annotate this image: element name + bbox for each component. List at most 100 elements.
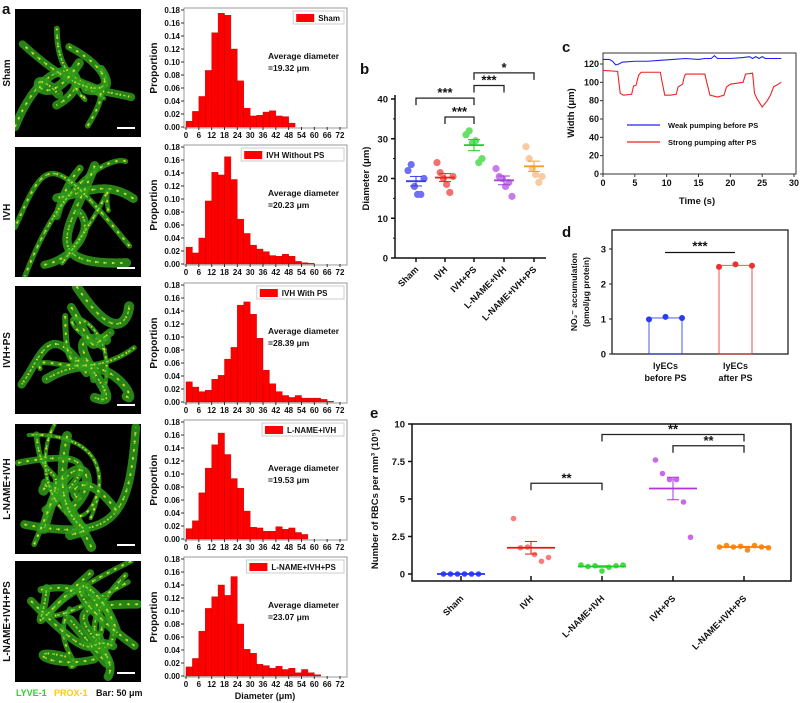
data-point	[433, 159, 441, 167]
average-diameter-value: =20.23 μm	[268, 200, 310, 210]
y-tick-label: 0.08	[164, 483, 180, 492]
histogram-bar	[269, 668, 277, 677]
panel-letter-b: b	[360, 61, 369, 78]
x-tick-label: 12	[207, 543, 216, 552]
histogram-bar	[217, 584, 225, 677]
x-tick-label: 66	[323, 131, 332, 140]
x-tick-label: 48	[284, 406, 293, 415]
x-tick-label: 12	[207, 406, 216, 415]
x-category-label: Sham	[441, 593, 465, 617]
average-diameter-label: Average diameter	[268, 51, 340, 61]
histogram-bar	[192, 386, 200, 403]
histogram-bar	[198, 492, 206, 540]
x-tick-label: 30	[789, 178, 799, 188]
x-tick-label: 54	[297, 543, 306, 552]
histogram-bar	[243, 107, 251, 128]
vessel-highlight	[42, 483, 92, 548]
histogram-bar	[282, 395, 289, 403]
histogram-bar	[320, 399, 328, 403]
microscopy-image	[15, 147, 141, 277]
significance-bracket	[601, 433, 745, 442]
y-tick-label: 80	[589, 96, 599, 106]
image-background	[15, 286, 141, 414]
panel-d-no2-plot: 0 1 2 3 NO₂⁻ accumulation (pmol/μg protein) ly…	[569, 229, 789, 383]
histogram-bar	[211, 32, 219, 128]
histogram-bar	[301, 534, 309, 540]
series-line	[603, 55, 782, 66]
x-category-label: L-NAME+IVH+PS	[480, 264, 538, 322]
histogram-bar	[269, 255, 277, 265]
x-tick-label: 60	[310, 268, 319, 277]
histogram-bar	[256, 248, 264, 265]
panel-letter-a: a	[2, 1, 11, 18]
data-point	[652, 457, 659, 463]
x-tick-label: 48	[284, 680, 293, 689]
x-tick-label: 0	[184, 680, 189, 689]
significance-stars: **	[561, 470, 572, 485]
data-point	[673, 476, 680, 483]
x-tick-label: 48	[284, 268, 293, 277]
y-tick-label: 0.14	[164, 444, 180, 453]
histogram-bar	[249, 314, 257, 403]
average-diameter-label: Average diameter	[268, 188, 340, 198]
y-tick-label: 0.06	[164, 496, 180, 505]
vessel-highlight	[30, 600, 114, 648]
x-category-label: IVH	[518, 593, 536, 611]
histogram-bar	[217, 174, 225, 265]
lymphatic-vessel	[20, 424, 141, 534]
average-diameter-value: =28.39 μm	[268, 338, 310, 348]
y-axis-label: Number of RBCs per mm³ (10⁵)	[370, 429, 381, 569]
x-tick-label: 18	[220, 680, 229, 689]
y-tick-label: 0.04	[164, 234, 180, 243]
histogram-bar	[211, 379, 219, 403]
y-axis-label: Proportion	[149, 42, 160, 93]
legend-lyve1: LYVE-1	[16, 688, 47, 698]
y-tick-label: 7.5	[392, 457, 406, 468]
significance-stars: ***	[437, 85, 453, 100]
y-tick-label: 0.16	[164, 19, 180, 28]
significance-stars: ***	[692, 239, 708, 254]
x-tick-label: 6	[197, 680, 202, 689]
histogram-bar	[205, 390, 212, 403]
data-point	[538, 558, 545, 565]
x-tick-label: 36	[259, 131, 268, 140]
y-tick-label: 0.08	[164, 620, 180, 629]
x-tick-label: 18	[220, 268, 229, 277]
histogram-bar	[301, 262, 309, 265]
data-point	[417, 190, 425, 198]
vessel-highlight	[76, 286, 130, 325]
x-tick-label: 6	[197, 268, 202, 277]
histogram-bar	[307, 263, 315, 265]
x-category-label: IVH+PS	[449, 264, 479, 294]
data-point	[666, 476, 673, 483]
histogram-2: 0.00 0.02 0.04 0.06 0.08 0.10 0.12 0.14 0.16 0.18…	[149, 281, 348, 415]
y-axis-label-units: (pmol/μg protein)	[581, 257, 591, 327]
histogram-bar	[282, 529, 289, 540]
x-tick-label: 20	[725, 178, 735, 188]
y-tick-label: 0.14	[164, 307, 180, 316]
histogram-bar	[237, 623, 244, 677]
x-tick-label: 36	[259, 406, 268, 415]
data-point	[510, 515, 517, 522]
x-category-label: before PS	[644, 373, 686, 383]
histogram-bar	[192, 658, 200, 677]
y-tick-label: 0.08	[164, 208, 180, 217]
significance-bracket	[473, 72, 535, 80]
average-diameter-value: =19.53 μm	[268, 475, 310, 485]
histogram-bar	[288, 527, 296, 540]
data-point	[545, 554, 552, 561]
x-tick-label: 6	[197, 406, 202, 415]
data-point	[680, 499, 687, 505]
histogram-bar	[307, 672, 315, 677]
vessel-highlight	[66, 165, 127, 264]
data-point	[744, 547, 751, 553]
x-tick-label: 36	[259, 268, 268, 277]
histogram-bar	[230, 576, 238, 677]
vessel-highlight	[70, 306, 111, 346]
x-axis-label: Diameter (μm)	[235, 691, 296, 701]
histogram-bar	[275, 256, 283, 265]
histogram-bar	[294, 532, 302, 540]
y-tick-label: 0.06	[164, 633, 180, 642]
plot-frame	[183, 282, 348, 404]
histogram-bar	[269, 383, 277, 403]
